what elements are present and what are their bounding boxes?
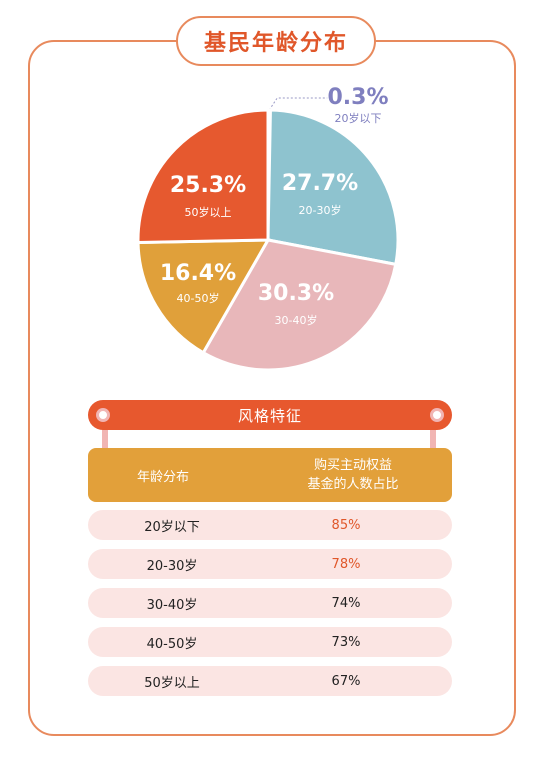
row-pct: 73% xyxy=(331,634,361,650)
row-age: 20-30岁 xyxy=(146,558,198,574)
slice-value-label-0: 0.3% xyxy=(327,85,388,110)
pie-slice-4 xyxy=(136,108,270,244)
pie-chart: 0.3%20岁以下 27.7% 20-30岁 30.3% 30-40岁 16.4% 40-5… xyxy=(136,85,400,372)
col-age-header: 年龄分布 xyxy=(136,469,189,485)
slice-category-label-0: 20岁以下 xyxy=(335,111,382,125)
table-row: 20-30岁 78% xyxy=(88,549,452,579)
col-pct-header-line2: 基金的人数占比 xyxy=(307,477,399,492)
row-pct: 78% xyxy=(331,556,361,572)
table-row: 40-50岁 73% xyxy=(88,627,452,657)
callout-leader-line xyxy=(268,97,328,111)
row-age: 50岁以上 xyxy=(144,675,200,691)
title-pill: 基民年龄分布 xyxy=(176,16,376,66)
pie-slice-1 xyxy=(266,108,400,267)
slice-value-label-1: 27.7% xyxy=(282,171,358,196)
slice-value-label-3: 16.4% xyxy=(160,261,236,286)
ring-right xyxy=(430,408,444,422)
banner-label: 风格特征 xyxy=(237,406,302,425)
connector-rod-left xyxy=(102,416,108,464)
page-title: 基民年龄分布 xyxy=(203,31,348,56)
table-row: 20岁以下 85% xyxy=(88,510,452,540)
slice-value-label-4: 25.3% xyxy=(170,173,246,198)
pie-slice-3 xyxy=(136,238,271,355)
slice-value-label-2: 30.3% xyxy=(258,281,334,306)
slice-category-label-4: 50岁以上 xyxy=(185,205,232,219)
table-row: 50岁以上 67% xyxy=(88,666,452,696)
slice-category-label-2: 30-40岁 xyxy=(275,313,318,327)
pie-slice-2 xyxy=(201,238,398,372)
row-age: 30-40岁 xyxy=(146,597,198,613)
row-pct: 67% xyxy=(331,673,361,689)
row-pct: 74% xyxy=(331,595,361,611)
slice-category-label-1: 20-30岁 xyxy=(299,203,342,217)
table-header: 年龄分布 购买主动权益 基金的人数占比 xyxy=(88,448,452,502)
ring-left xyxy=(96,408,110,422)
slice-category-label-3: 40-50岁 xyxy=(177,291,220,305)
row-pct: 85% xyxy=(331,517,361,533)
col-pct-header-line1: 购买主动权益 xyxy=(313,458,392,473)
style-banner: 风格特征 xyxy=(88,400,452,430)
table-row: 30-40岁 74% xyxy=(88,588,452,618)
row-age: 20岁以下 xyxy=(144,519,200,535)
connector-rod-right xyxy=(430,416,436,464)
col-pct-header: 购买主动权益 基金的人数占比 xyxy=(268,456,438,496)
row-age: 40-50岁 xyxy=(146,636,198,652)
